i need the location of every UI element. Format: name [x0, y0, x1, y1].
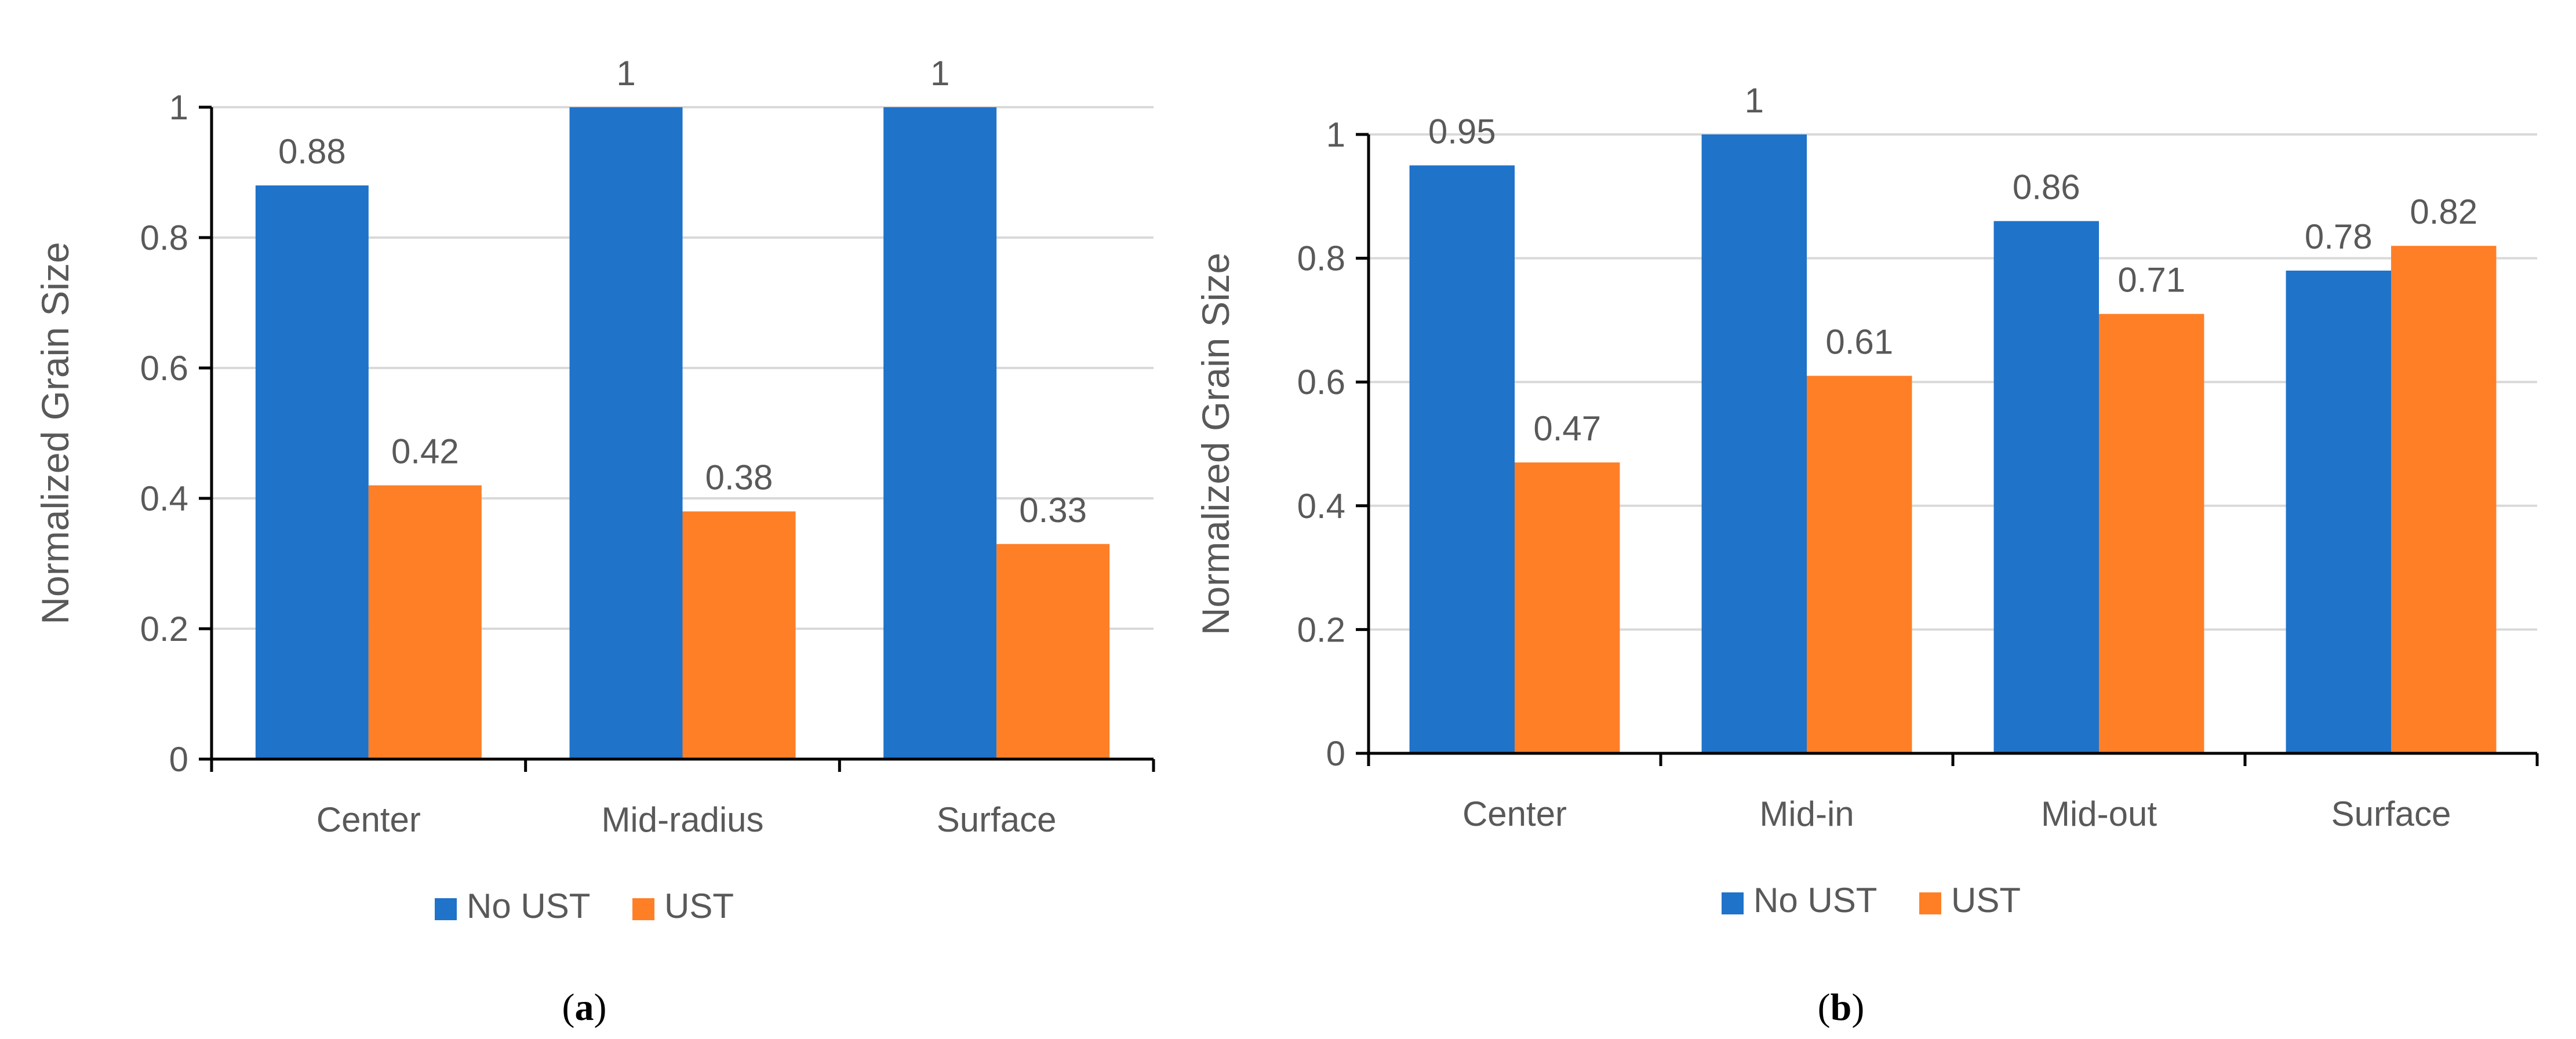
bar-no-ust-surface: [883, 107, 997, 759]
caption-b-letter: b: [1831, 986, 1852, 1029]
data-label: 0.42: [391, 432, 459, 471]
chart-panel-b: 0 0.2 0.4 0.6 0.8 1 Normalized Grain Size 0.95 0…: [1194, 81, 2539, 920]
legend-swatch-no-ust: [435, 898, 457, 920]
legend-label: No UST: [467, 887, 590, 925]
bar-ust-mid-out: [2099, 313, 2204, 753]
x-category-label: Mid-out: [2041, 794, 2157, 833]
data-label: 0.82: [2410, 192, 2477, 231]
bar-no-ust-center: [1409, 165, 1515, 753]
caption-b: (b): [1818, 986, 1865, 1029]
legend-label: UST: [1951, 881, 2021, 920]
data-label: 1: [930, 54, 949, 93]
bar-ust-center: [368, 485, 482, 759]
data-label: 0.88: [278, 132, 346, 171]
y-tick-label: 0.6: [140, 349, 188, 388]
y-tick-label: 0.4: [140, 479, 188, 518]
legend-label: UST: [664, 887, 734, 925]
data-label: 0.86: [2013, 168, 2080, 207]
legend-swatch-ust: [632, 898, 654, 920]
x-category-label: Surface: [937, 800, 1057, 839]
bar-ust-surface: [2391, 246, 2497, 753]
y-tick-label: 0.6: [1297, 363, 1345, 402]
caption-a: (a): [562, 986, 607, 1029]
data-label: 0.71: [2117, 261, 2185, 300]
x-category-label: Center: [1462, 794, 1567, 833]
bar-ust-center: [1515, 462, 1620, 753]
bar-ust-mid-radius: [682, 511, 796, 759]
y-axis-title: Normalized Grain Size: [1194, 253, 1237, 635]
y-tick-label: 0.8: [140, 218, 188, 257]
y-tick-label: 0.2: [140, 610, 188, 648]
legend-label: No UST: [1753, 881, 1877, 920]
bar-no-ust-mid-in: [1701, 134, 1807, 753]
data-label: 0.95: [1428, 112, 1496, 151]
x-category-label: Mid-in: [1759, 794, 1854, 833]
data-label: 1: [1745, 81, 1764, 120]
x-category-label: Center: [316, 800, 421, 839]
y-tick-label: 0: [1326, 734, 1345, 773]
data-label: 0.78: [2305, 217, 2373, 256]
y-tick-label: 1: [1326, 115, 1345, 154]
bar-no-ust-center: [255, 185, 369, 759]
x-category-label: Surface: [2331, 794, 2451, 833]
data-label: 1: [616, 54, 635, 93]
chart-panel-a: 0 0.2 0.4 0.6 0.8 1 Normalized Grain Size 0.88 0…: [34, 54, 1155, 925]
caption-a-letter: a: [575, 986, 594, 1029]
data-label: 0.38: [705, 458, 773, 497]
y-axis-title: Normalized Grain Size: [34, 242, 77, 624]
bar-no-ust-mid-radius: [569, 107, 683, 759]
bar-ust-surface: [996, 544, 1110, 759]
y-tick-label: 0.4: [1297, 487, 1345, 526]
bar-ust-mid-in: [1807, 376, 1912, 753]
y-tick-label: 0.8: [1297, 239, 1345, 278]
data-label: 0.33: [1019, 491, 1087, 530]
data-label: 0.61: [1825, 323, 1893, 362]
bar-no-ust-mid-out: [1993, 221, 2099, 753]
y-tick-label: 0: [169, 740, 188, 779]
data-label: 0.47: [1533, 409, 1601, 448]
y-tick-label: 0.2: [1297, 610, 1345, 649]
x-category-label: Mid-radius: [601, 800, 763, 839]
y-tick-label: 1: [169, 88, 188, 127]
legend-swatch-ust: [1919, 892, 1941, 914]
bar-no-ust-surface: [2286, 270, 2391, 754]
legend-swatch-no-ust: [1722, 892, 1744, 914]
